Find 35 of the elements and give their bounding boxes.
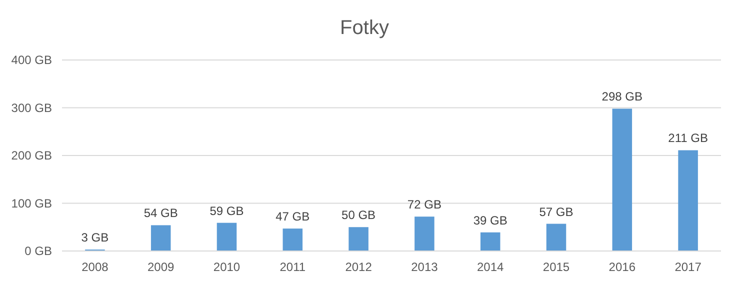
data-label: 39 GB [473, 213, 508, 228]
x-tick-label: 2011 [280, 260, 306, 274]
data-label: 72 GB [407, 198, 442, 212]
y-tick-label: 100 GB [11, 196, 52, 210]
x-tick-label: 2010 [213, 260, 240, 274]
data-label: 50 GB [342, 208, 376, 222]
data-label: 211 GB [668, 131, 708, 146]
data-label: 3 GB [81, 230, 109, 245]
x-tick-label: 2013 [411, 260, 438, 274]
y-tick-label: 200 GB [11, 148, 52, 163]
x-tick-label: 2017 [674, 260, 702, 274]
data-label: 59 GB [210, 204, 244, 218]
bar [150, 225, 171, 251]
bar [414, 216, 434, 251]
bar [282, 228, 303, 251]
x-tick-label: 2012 [345, 260, 372, 274]
data-label: 57 GB [539, 204, 574, 219]
x-tick-label: 2008 [82, 260, 109, 274]
y-tick-label: 0 GB [24, 244, 52, 258]
bar [612, 108, 632, 251]
bar [678, 150, 698, 251]
x-tick-label: 2014 [477, 260, 504, 274]
bar [348, 227, 368, 251]
bar [216, 222, 237, 251]
x-tick-label: 2016 [608, 260, 636, 274]
bar [546, 224, 566, 251]
y-tick-label: 300 GB [11, 100, 52, 115]
chart-title: Fotky [340, 17, 389, 39]
y-tick-label: 400 GB [11, 53, 52, 68]
data-label: 298 GB [602, 90, 642, 104]
bar [480, 232, 500, 251]
x-tick-label: 2015 [542, 260, 570, 274]
data-label: 54 GB [144, 206, 178, 220]
x-tick-label: 2009 [148, 260, 175, 274]
data-label: 47 GB [276, 210, 310, 224]
